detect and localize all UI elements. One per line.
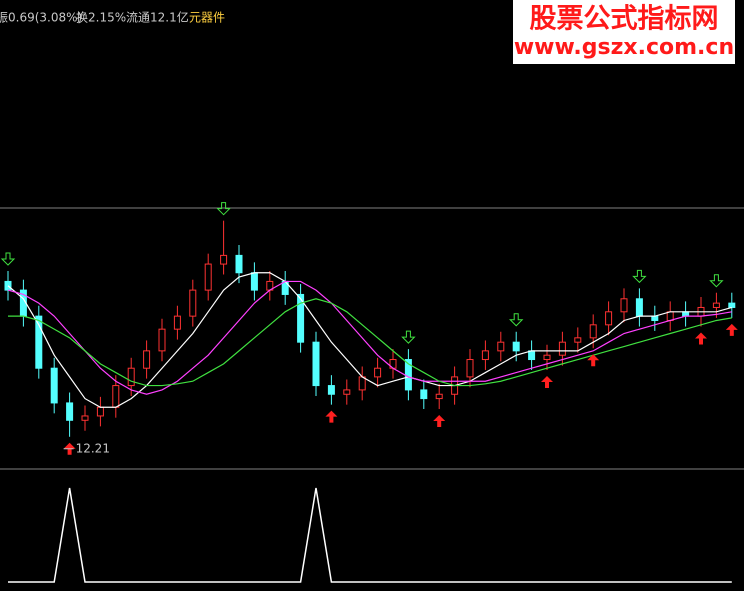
watermark-box xyxy=(513,0,735,64)
candle-body xyxy=(250,272,258,291)
candle-body xyxy=(220,254,228,265)
buy-arrow xyxy=(325,410,338,423)
candle-body xyxy=(481,350,489,361)
low-price-label: 12.21 xyxy=(76,441,110,455)
turnover: 换2.15% xyxy=(76,11,126,25)
candle-body xyxy=(312,341,320,387)
candle-body xyxy=(374,367,382,378)
candle-body xyxy=(112,385,120,408)
indicator-line xyxy=(8,487,732,583)
candle-body xyxy=(682,311,690,317)
sector: 元器件 xyxy=(189,11,225,25)
sell-arrow xyxy=(508,313,524,327)
candle-body xyxy=(96,406,104,417)
candle-body xyxy=(528,350,536,361)
candle-body xyxy=(35,315,43,369)
buy-arrow xyxy=(587,354,600,367)
sell-arrow xyxy=(216,202,231,216)
buy-arrow xyxy=(695,332,707,345)
amplitude: 振0.69(3.08%) xyxy=(0,11,82,25)
candle-body xyxy=(651,315,659,321)
candle-body xyxy=(158,328,166,352)
candle-body xyxy=(235,254,243,274)
sell-arrow xyxy=(0,252,16,266)
moving-average xyxy=(8,298,732,387)
candle-body xyxy=(435,393,443,400)
candle-body xyxy=(189,289,197,317)
sell-arrow xyxy=(401,330,416,344)
candle-body xyxy=(497,341,505,352)
candle-body xyxy=(143,350,151,369)
watermark-name: 股票公式指标网 xyxy=(530,4,719,35)
candle-body xyxy=(420,389,428,400)
candle-body xyxy=(127,367,135,387)
candle-body xyxy=(712,302,720,308)
candle-body xyxy=(173,315,181,330)
buy-arrow xyxy=(541,375,553,388)
buy-arrow xyxy=(433,415,446,428)
candle-body xyxy=(66,402,74,421)
candle-body xyxy=(343,389,351,395)
sell-arrow xyxy=(709,274,724,288)
float-shares: 流通12.1亿 xyxy=(126,10,189,25)
candle-body xyxy=(620,298,628,313)
candle-body xyxy=(50,367,58,404)
candle-body xyxy=(666,311,674,321)
candle-body xyxy=(358,376,366,391)
candle-body xyxy=(327,385,335,395)
moving-average xyxy=(7,280,732,395)
buy-arrow xyxy=(725,323,738,336)
candle-body xyxy=(297,293,305,343)
watermark-url: www.gszx.com.cn xyxy=(514,35,734,60)
sell-arrow xyxy=(632,269,647,284)
candle-body xyxy=(543,354,551,361)
moving-average xyxy=(7,272,732,408)
candle-body xyxy=(81,415,89,421)
candle-body xyxy=(4,280,12,291)
candle-body xyxy=(558,341,566,356)
candle-body xyxy=(574,337,582,343)
candle-body xyxy=(466,359,474,378)
candle-body xyxy=(589,324,597,339)
candle-body xyxy=(728,302,736,308)
candle-body xyxy=(635,298,643,317)
candle-body xyxy=(204,263,212,291)
candle-body xyxy=(605,311,613,326)
candle-body xyxy=(512,341,520,352)
